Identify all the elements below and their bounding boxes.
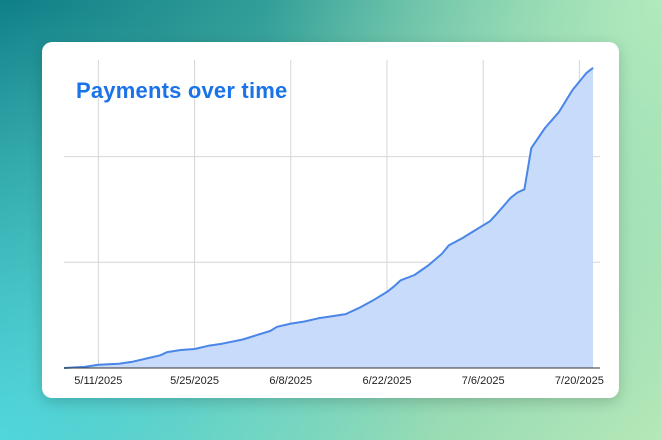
x-tick-label-0: 5/11/2025	[74, 375, 122, 387]
x-tick-label-3: 6/22/2025	[363, 375, 412, 387]
payments-series-line	[63, 67, 594, 369]
payments-area-fill	[64, 67, 594, 369]
chart-plot-area: 5/11/2025 5/25/2025 6/8/2025 6/22/2025 7/6/2…	[63, 60, 604, 387]
x-tick-label-5: 7/20/2025	[555, 375, 604, 387]
x-tick-label-4: 7/6/2025	[462, 375, 505, 387]
x-tick-label-2: 6/8/2025	[269, 375, 312, 387]
x-axis-tick-labels: 5/11/2025 5/25/2025 6/8/2025 6/22/2025 7/6/2…	[74, 375, 604, 387]
chart-title: Payments over time	[76, 78, 288, 103]
chart-card: 5/11/2025 5/25/2025 6/8/2025 6/22/2025 7/6/2…	[42, 42, 619, 398]
x-tick-label-1: 5/25/2025	[170, 375, 219, 387]
